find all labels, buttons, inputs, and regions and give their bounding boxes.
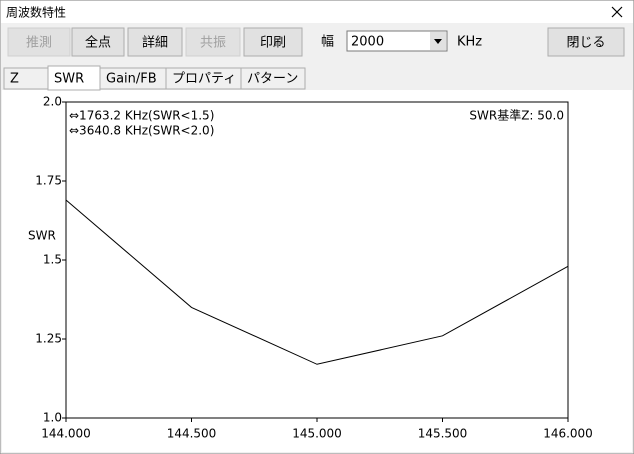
x-tick-label: 145.000 <box>292 427 342 441</box>
annotation: SWR基準Z: 50.0 <box>469 108 564 123</box>
toolbar-button[interactable]: 詳細 <box>127 27 183 57</box>
tab[interactable]: Gain/FB <box>99 67 167 90</box>
tab-label[interactable]: パターン <box>247 72 298 87</box>
toolbar-button-face[interactable] <box>185 27 241 57</box>
close-button[interactable]: 閉じる <box>547 27 625 57</box>
toolbar-button-label[interactable]: 印刷 <box>260 36 286 51</box>
y-tick-label: 1.75 <box>35 174 62 188</box>
tab-face[interactable] <box>47 65 101 91</box>
width-value[interactable]: 2000 <box>351 35 384 50</box>
toolbar-button-face[interactable] <box>127 27 183 57</box>
x-tick-label: 144.500 <box>167 427 217 441</box>
unit-label: KHz <box>457 35 482 50</box>
x-tick-label: 145.500 <box>418 427 468 441</box>
combo-arrow[interactable] <box>434 39 442 44</box>
tab-label[interactable]: Gain/FB <box>106 72 157 87</box>
x-tick-label: 146.000 <box>543 427 593 441</box>
width-label: 幅 <box>321 35 334 50</box>
toolbar-button-face[interactable] <box>7 27 71 57</box>
close-button-label[interactable]: 閉じる <box>566 36 605 51</box>
y-axis-label: SWR <box>28 229 56 243</box>
toolbar-button-label[interactable]: 全点 <box>85 35 111 51</box>
toolbar-button-label[interactable]: 詳細 <box>142 35 168 51</box>
y-tick-label: 1.25 <box>35 332 62 346</box>
tab[interactable]: パターン <box>240 67 306 90</box>
annotation: ⇔1763.2 KHz(SWR<1.5) <box>69 109 214 123</box>
tab[interactable]: プロパティ <box>165 67 242 90</box>
tab-label[interactable]: SWR <box>54 72 84 87</box>
annotation: ⇔3640.8 KHz(SWR<2.0) <box>69 124 214 138</box>
toolbar-button-face[interactable] <box>71 27 125 57</box>
width-combo[interactable] <box>346 30 448 52</box>
tab-label[interactable]: プロパティ <box>172 72 236 87</box>
tab[interactable]: SWR <box>47 65 101 91</box>
y-tick-label: 1.5 <box>43 253 62 267</box>
close-button-face[interactable] <box>547 27 625 57</box>
y-tick-label: 2.0 <box>43 95 62 109</box>
toolbar-button-label[interactable]: 推測 <box>26 36 52 51</box>
tab[interactable]: Z <box>3 67 49 90</box>
toolbar-button-label[interactable]: 共振 <box>200 36 226 51</box>
plot-area <box>65 101 569 419</box>
x-tick-label: 144.000 <box>41 427 91 441</box>
y-tick-label: 1.0 <box>43 411 62 425</box>
title-bar <box>1 1 633 23</box>
close-icon[interactable] <box>611 6 623 18</box>
tab-face[interactable] <box>240 67 306 90</box>
window-title: 周波数特性 <box>6 5 66 20</box>
toolbar-button[interactable]: 共振 <box>185 27 241 57</box>
toolbar-button[interactable]: 全点 <box>71 27 125 57</box>
toolbar-button[interactable]: 印刷 <box>243 27 303 57</box>
toolbar-button[interactable]: 推測 <box>7 27 71 57</box>
toolbar-button-face[interactable] <box>243 27 303 57</box>
tab-label[interactable]: Z <box>10 72 19 87</box>
swr-line <box>65 199 569 365</box>
